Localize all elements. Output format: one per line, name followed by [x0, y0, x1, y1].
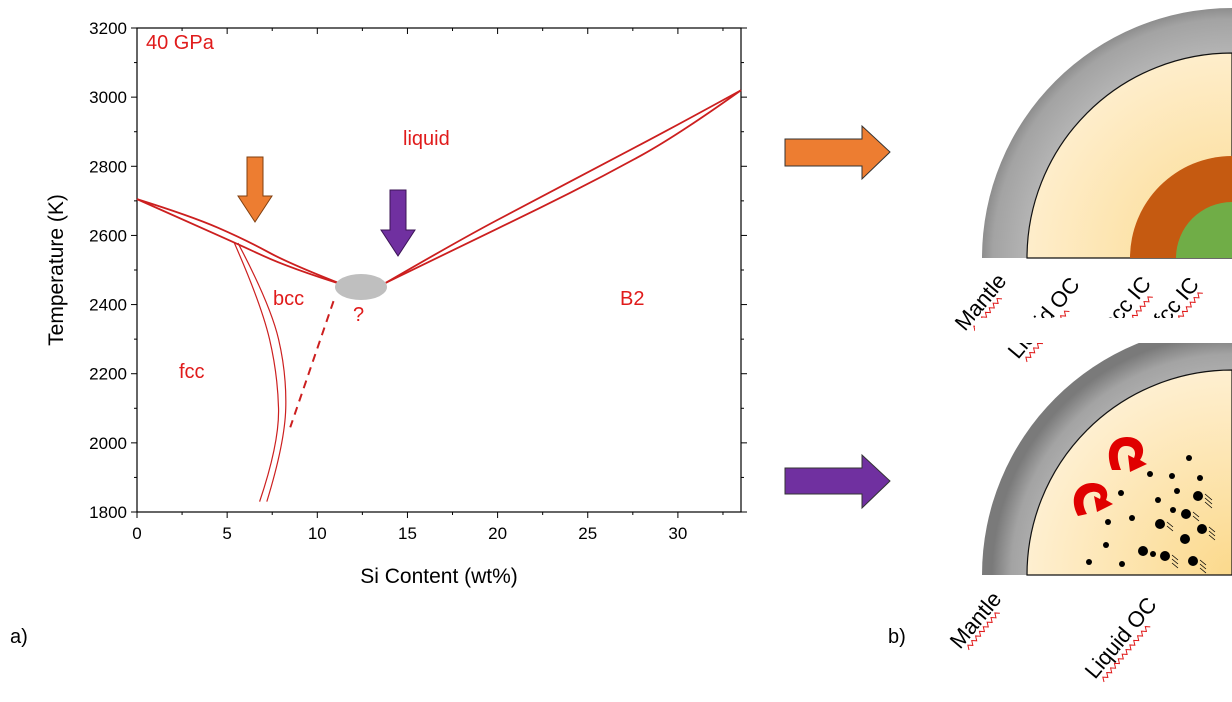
uncertain-eutectic-zone: [335, 274, 387, 300]
phase-boundary-line: [385, 89, 742, 284]
motion-streaks: [1166, 493, 1216, 574]
y-tick-label: 2200: [89, 365, 127, 384]
precipitate-particles: [1086, 455, 1207, 567]
fcc-ic-layer: [1176, 202, 1232, 258]
phase-boundary-line: [385, 89, 742, 284]
y-tick-label: 2600: [89, 226, 127, 245]
purple-down-arrow: [380, 189, 416, 257]
convection-arrow-icon: [1073, 483, 1113, 516]
label-liquid-oc-bottom: Liquid OC: [1080, 592, 1162, 683]
y-axis-title: Temperature (K): [45, 194, 68, 346]
x-axis-title: Si Content (wt%): [360, 565, 518, 588]
plot-frame: [136, 27, 742, 513]
y-tick-label: 2400: [89, 296, 127, 315]
x-tick-label: 0: [132, 524, 141, 543]
x-tick-label: 20: [488, 524, 507, 543]
x-tick-label: 10: [308, 524, 327, 543]
x-axis: 0 5 10 15 20 25 30: [132, 28, 724, 543]
phase-boundaries: [136, 89, 742, 502]
y-tick-label: 2000: [89, 434, 127, 453]
y-axis: 1800 2000 2200 2400 2600 2800 3000 3200: [89, 19, 747, 522]
x-tick-label: 5: [222, 524, 231, 543]
bcc-label: bcc: [273, 288, 304, 310]
phase-boundary-line: [136, 198, 345, 287]
phase-diagram-chart: 0 5 10 15 20 25 30 1800 2000 2200 2400 2600 2800 300…: [45, 19, 747, 588]
phase-boundary-line: [237, 242, 287, 502]
phase-boundary-line: [233, 242, 280, 502]
core-diagram-bottom: [975, 318, 1232, 576]
pressure-label: 40 GPa: [146, 32, 215, 54]
question-mark-label: ?: [353, 304, 364, 326]
phase-boundary-line: [136, 198, 345, 287]
label-mantle-bottom: Mantle: [945, 587, 1007, 654]
y-tick-label: 2800: [89, 157, 127, 176]
panel-label-a: a): [10, 626, 28, 648]
core-diagram-top: [982, 8, 1232, 259]
liquid-label: liquid: [403, 128, 450, 150]
x-tick-label: 15: [398, 524, 417, 543]
fcc-label: fcc: [179, 361, 205, 383]
y-tick-label: 3000: [89, 88, 127, 107]
orange-down-arrow: [237, 156, 273, 223]
orange-right-arrow: [784, 124, 891, 181]
crop-mask: [975, 318, 1232, 343]
spellcheck-underline: [967, 612, 1000, 651]
liquid-oc-layer-bottom: [1026, 369, 1232, 576]
spellcheck-underline: [1102, 626, 1151, 683]
x-tick-label: 30: [668, 524, 687, 543]
purple-right-arrow: [784, 453, 891, 510]
convection-arrow-icon: [1108, 437, 1147, 472]
x-tick-label: 25: [578, 524, 597, 543]
y-tick-label: 1800: [89, 503, 127, 522]
label-liquid-oc-top: Liquid OC: [1003, 272, 1085, 363]
panel-label-b: b): [888, 626, 906, 648]
y-tick-label: 3200: [89, 19, 127, 38]
b2-label: B2: [620, 288, 644, 310]
